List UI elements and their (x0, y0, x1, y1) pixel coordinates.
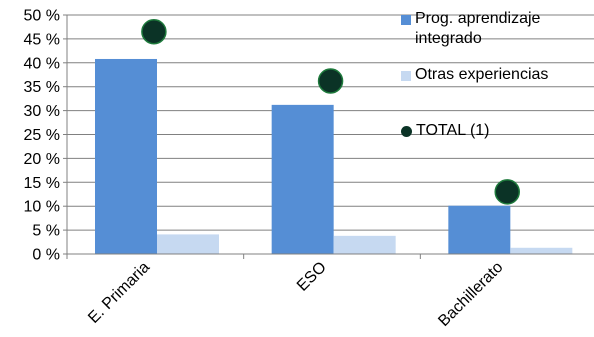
legend-label-total: TOTAL (1) (416, 122, 490, 139)
marker-total (141, 18, 167, 45)
legend-swatch-prog (401, 15, 411, 25)
legend-marker-total (401, 126, 412, 137)
legend-swatch-otras (401, 71, 411, 81)
marker-total (317, 68, 344, 94)
bar-otras (510, 247, 573, 254)
bar-otras (333, 235, 396, 254)
y-tick-label: 25 % (24, 127, 60, 144)
y-tick-label: 0 % (32, 247, 60, 264)
y-tick-label: 5 % (32, 223, 60, 240)
x-tick-label: E. Primaria (85, 259, 153, 327)
bar-prog (95, 58, 157, 255)
x-tick-label: Bachillerato (435, 259, 506, 330)
y-tick-label: 30 % (24, 103, 60, 120)
bar-prog (448, 205, 511, 254)
y-tick-label: 15 % (24, 175, 60, 192)
y-tick-label: 35 % (24, 79, 60, 96)
y-tick-label: 40 % (24, 55, 60, 72)
bars (95, 58, 573, 255)
axes (63, 14, 594, 259)
y-tick-label: 20 % (24, 151, 60, 168)
x-tick-label: ESO (294, 259, 330, 295)
marker-total (494, 179, 520, 205)
legend-item-prog: Prog. aprendizaje integrado (401, 9, 575, 49)
legend-label-prog: Prog. aprendizaje integrado (415, 10, 541, 47)
y-tick-labels: 0 % 5 % 10 % 15 % 20 % 25 % 30 % 35 % 40 % 45 % 50… (24, 8, 60, 264)
legend-label-otras: Otras experiencias (415, 66, 549, 83)
bar-otras (157, 234, 219, 254)
bar-prog (271, 104, 334, 254)
legend-item-otras: Otras experiencias (401, 65, 548, 85)
y-tick-label: 50 % (24, 8, 60, 25)
x-tick-labels: E. Primaria ESO Bachillerato (85, 259, 506, 330)
y-tick-label: 10 % (24, 199, 60, 216)
markers (141, 18, 520, 205)
legend-item-total: TOTAL (1) (401, 121, 490, 141)
y-tick-label: 45 % (24, 31, 60, 48)
